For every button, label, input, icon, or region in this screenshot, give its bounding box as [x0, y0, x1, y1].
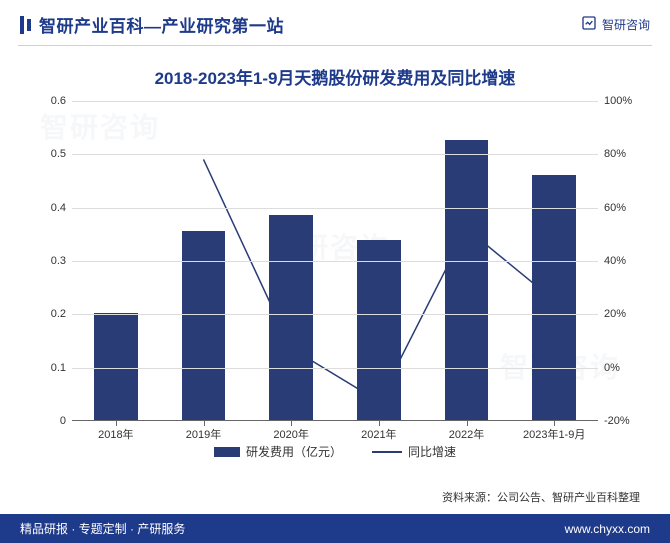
y2-tick-label: 80% — [598, 148, 626, 160]
x-tick-label: 2019年 — [186, 420, 221, 442]
brand-label: 智研咨询 — [602, 16, 650, 33]
footer-left: 精品研报 · 专题定制 · 产研服务 — [20, 520, 185, 537]
chart: 智研咨询 智研咨询 智研咨询 2018-2023年1-9月天鹅股份研发费用及同比… — [30, 56, 640, 476]
y2-tick-label: 20% — [598, 308, 626, 320]
y2-tick-label: 40% — [598, 255, 626, 267]
legend-line-item: 同比增速 — [372, 443, 456, 460]
legend-bar-swatch — [214, 447, 240, 457]
y2-tick-label: 100% — [598, 95, 632, 107]
y1-tick-label: 0 — [60, 415, 72, 427]
footer-right: www.chyxx.com — [565, 522, 650, 536]
y2-tick-label: 0% — [598, 362, 620, 374]
y1-tick-label: 0.2 — [51, 308, 72, 320]
source-text: 资料来源：公司公告、智研产业百科整理 — [442, 489, 640, 505]
y1-tick-label: 0.6 — [51, 95, 72, 107]
x-tick-label: 2018年 — [98, 420, 133, 442]
x-tick-label: 2023年1-9月 — [523, 420, 585, 442]
chart-plot: 00.10.20.30.40.50.6-20%0%20%40%60%80%100… — [72, 101, 598, 421]
header-tick-icon — [20, 16, 31, 34]
y2-tick-label: -20% — [598, 415, 630, 427]
x-tick-label: 2022年 — [449, 420, 484, 442]
header: 智研产业百科—产业研究第一站 智研咨询 — [0, 0, 670, 45]
legend-bar-item: 研发费用（亿元） — [214, 443, 342, 460]
header-divider — [18, 45, 652, 46]
header-title: 智研产业百科—产业研究第一站 — [39, 12, 284, 37]
y1-tick-label: 0.3 — [51, 255, 72, 267]
chart-title: 2018-2023年1-9月天鹅股份研发费用及同比增速 — [30, 56, 640, 101]
chart-legend: 研发费用（亿元） 同比增速 — [30, 443, 640, 460]
legend-bar-label: 研发费用（亿元） — [246, 443, 342, 460]
legend-line-swatch — [372, 451, 402, 453]
legend-line-label: 同比增速 — [408, 443, 456, 460]
header-left: 智研产业百科—产业研究第一站 — [20, 12, 284, 37]
x-tick-label: 2021年 — [361, 420, 396, 442]
brand-icon — [581, 15, 597, 34]
header-brand: 智研咨询 — [581, 15, 650, 34]
x-tick-label: 2020年 — [273, 420, 308, 442]
y1-tick-label: 0.1 — [51, 362, 72, 374]
y1-tick-label: 0.5 — [51, 148, 72, 160]
y2-tick-label: 60% — [598, 202, 626, 214]
y1-tick-label: 0.4 — [51, 202, 72, 214]
footer: 精品研报 · 专题定制 · 产研服务 www.chyxx.com — [0, 514, 670, 543]
